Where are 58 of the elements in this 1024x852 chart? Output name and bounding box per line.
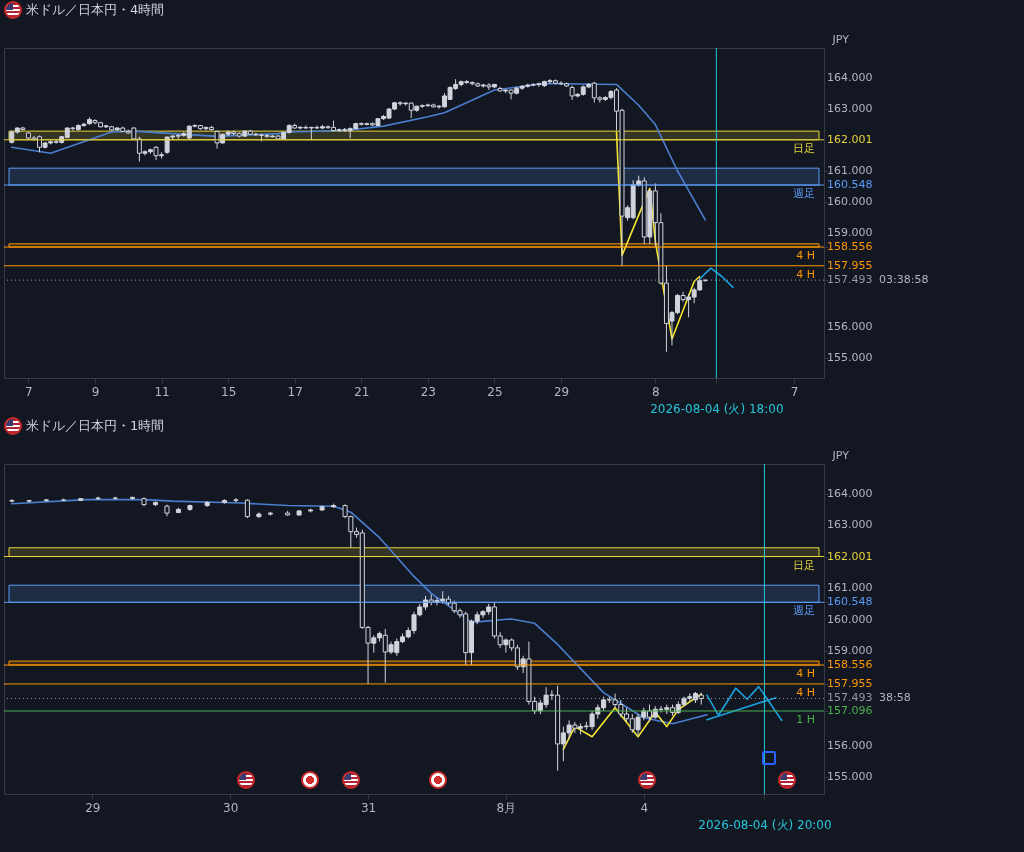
ref-line-label: 日足 <box>793 558 815 572</box>
ref-line-label: 週足 <box>793 604 815 618</box>
x-tick-label: 17 <box>287 384 303 399</box>
x-tick-label: 2026-08-04 (火) 20:00 <box>698 817 832 832</box>
ref-line-label: 週足 <box>793 187 815 201</box>
y-axis-title: JPY <box>831 448 850 462</box>
x-tick-label: 9 <box>91 384 100 399</box>
x-tick-label: 4 <box>640 800 649 815</box>
y-tick-label: 156.000 <box>827 738 873 752</box>
x-tick-label: 31 <box>360 800 377 815</box>
x-tick-label: 8 <box>652 384 660 399</box>
y-tick-label: 155.000 <box>827 770 873 783</box>
ref-line-label: 1 H <box>796 713 815 726</box>
y-tick-label: 160.000 <box>827 195 873 209</box>
x-tick-label: 7 <box>790 384 799 399</box>
y-tick-label: 157.096 <box>827 704 873 717</box>
y-tick-label: 160.000 <box>827 612 873 626</box>
chart-title: 米ドル／日本円・1時間 <box>26 418 165 433</box>
y-tick-label: 163.000 <box>827 101 873 115</box>
y-tick-label: 160.548 <box>827 595 873 609</box>
x-tick-label: 23 <box>420 384 437 399</box>
ref-line-label: 4 H <box>796 249 815 263</box>
y-tick-label: 156.000 <box>827 319 873 333</box>
x-tick-label: 8月 <box>496 800 517 815</box>
x-tick-label: 25 <box>487 384 503 399</box>
x-tick-label: 29 <box>85 800 101 815</box>
y-tick-label: 157.493 <box>827 273 873 287</box>
x-tick-label: 15 <box>221 384 237 399</box>
x-tick-label: 2026-08-04 (火) 18:00 <box>650 401 784 416</box>
y-tick-label: 162.001 <box>827 549 873 563</box>
y-tick-label: 158.556 <box>827 658 873 672</box>
x-tick-label: 21 <box>354 384 370 399</box>
y-tick-label: 162.001 <box>827 132 873 146</box>
text: 03:38:58 <box>879 273 929 287</box>
x-tick-label: 11 <box>154 384 170 399</box>
ref-line-label: 日足 <box>793 141 815 155</box>
y-tick-label: 157.493 <box>827 691 873 705</box>
y-tick-label: 164.000 <box>827 486 873 500</box>
y-tick-label: 161.000 <box>827 163 873 177</box>
x-tick-label: 7 <box>25 384 33 399</box>
y-tick-label: 157.955 <box>827 676 873 690</box>
text: 38:58 <box>879 691 911 705</box>
y-axis-title: JPY <box>831 32 850 46</box>
chart-title: 米ドル／日本円・4時間 <box>26 2 165 17</box>
x-tick-label: 29 <box>553 384 570 399</box>
y-tick-label: 160.548 <box>827 178 873 192</box>
y-tick-label: 159.000 <box>827 226 873 240</box>
y-tick-label: 159.000 <box>827 644 873 658</box>
y-tick-label: 157.955 <box>827 258 873 272</box>
x-tick-label: 30 <box>223 800 239 815</box>
y-tick-label: 161.000 <box>827 581 873 595</box>
ref-line-label: 4 H <box>796 267 815 281</box>
y-tick-label: 155.000 <box>827 350 873 364</box>
y-tick-label: 164.000 <box>827 70 873 84</box>
y-tick-label: 158.556 <box>827 240 873 254</box>
y-tick-label: 163.000 <box>827 518 873 532</box>
ref-line-label: 4 H <box>796 685 815 699</box>
ref-line-label: 4 H <box>796 667 815 681</box>
